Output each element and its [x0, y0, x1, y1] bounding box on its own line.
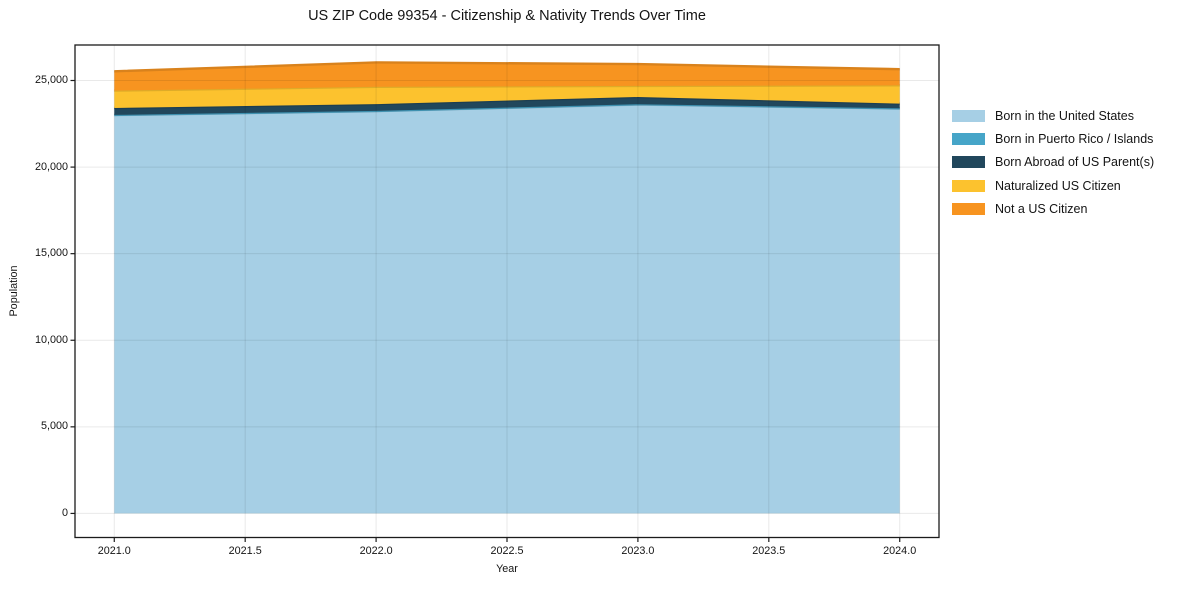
x-tick-label: 2022.5 [490, 545, 524, 557]
legend-item-born-abroad-of-us-parent-s: Born Abroad of US Parent(s) [952, 151, 1154, 174]
y-tick-label: 15,000 [34, 247, 68, 260]
x-tick-label: 2023.0 [621, 545, 655, 557]
x-tick-label: 2022.0 [359, 545, 393, 557]
area-born-abroad-of-us-parent-s [114, 97, 900, 115]
legend-label: Born Abroad of US Parent(s) [995, 155, 1155, 170]
legend-swatch-born-in-the-united-states [952, 109, 985, 122]
y-tick-label: 5,000 [40, 420, 68, 433]
legend-label: Naturalized US Citizen [995, 178, 1121, 193]
legend: Born in the United States Born in Puerto … [952, 104, 1154, 221]
x-axis-label: Year [496, 563, 518, 575]
legend-swatch-born-abroad-of-us-parent-s [952, 156, 985, 169]
area-edge-not-a-us-citizen [114, 61, 900, 73]
area-born-in-the-united-states [114, 104, 900, 514]
legend-item-born-in-puerto-rico-islands: Born in Puerto Rico / Islands [952, 127, 1154, 150]
legend-label: Born in Puerto Rico / Islands [995, 132, 1154, 147]
legend-swatch-naturalized-us-citizen [952, 179, 985, 192]
chart-title: US ZIP Code 99354 - Citizenship & Nativi… [308, 8, 706, 24]
legend-item-not-a-us-citizen: Not a US Citizen [952, 198, 1154, 221]
y-tick-label: 20,000 [34, 160, 68, 173]
legend-label: Born in the United States [995, 108, 1134, 123]
area-not-a-us-citizen [114, 62, 900, 91]
legend-item-born-in-the-united-states: Born in the United States [952, 104, 1154, 127]
area-naturalized-us-citizen [114, 85, 900, 108]
area-edge-born-abroad-of-us-parent-s [114, 95, 900, 110]
legend-swatch-not-a-us-citizen [952, 203, 985, 216]
y-tick-label: 0 [61, 506, 68, 519]
legend-swatch-born-in-puerto-rico-islands [952, 133, 985, 146]
legend-item-naturalized-us-citizen: Naturalized US Citizen [952, 174, 1154, 197]
x-tick-label: 2023.5 [752, 545, 786, 557]
legend-label: Not a US Citizen [995, 202, 1088, 217]
x-tick-label: 2021.5 [228, 545, 262, 557]
y-axis-label: Population [8, 265, 20, 317]
x-tick-label: 2024.0 [883, 545, 917, 557]
y-tick-label: 10,000 [34, 333, 68, 346]
x-tick-label: 2021.0 [97, 545, 131, 557]
y-tick-label: 25,000 [34, 74, 68, 86]
